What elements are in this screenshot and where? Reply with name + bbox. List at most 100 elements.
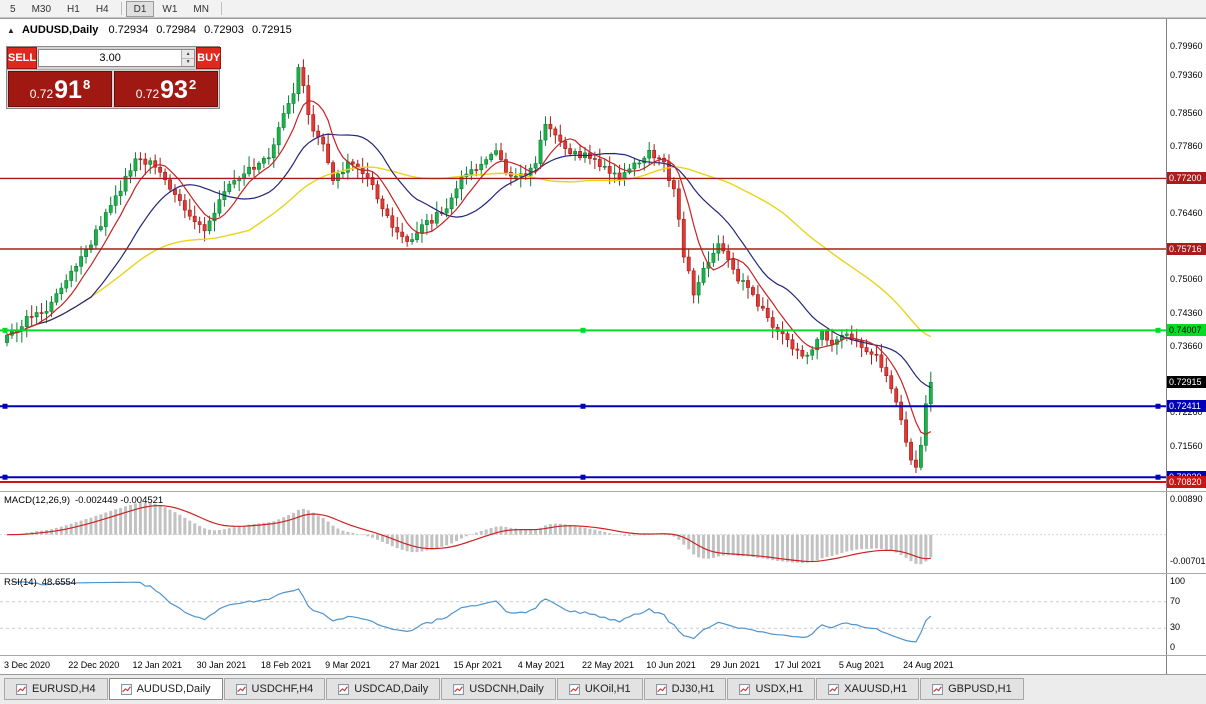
timeframe-button-d1[interactable]: D1	[125, 0, 155, 17]
pane-splitter-dates	[0, 655, 1206, 656]
chart-tab-gbpusd-h1[interactable]: GBPUSD,H1	[920, 678, 1024, 700]
chart-tab-ukoil-h1[interactable]: UKOil,H1	[556, 678, 643, 700]
tab-label: USDX,H1	[755, 683, 804, 695]
tab-chart-icon	[568, 683, 580, 695]
price-pane[interactable]	[0, 19, 1166, 491]
tab-label: DJ30,H1	[671, 683, 715, 695]
tab-label: XAUUSD,H1	[844, 683, 908, 695]
price-axis-label: 0.79360	[1170, 69, 1203, 80]
date-axis-label: 27 Mar 2021	[389, 660, 440, 670]
price-axis-label: 0.77860	[1170, 140, 1203, 151]
buy-button[interactable]: BUY	[196, 47, 222, 69]
date-axis-label: 18 Feb 2021	[260, 660, 312, 670]
chart-tab-usdcad-daily[interactable]: USDCAD,Daily	[326, 678, 441, 700]
price-line-label: 0.72915	[1167, 376, 1206, 389]
price-axis-label: 0.74360	[1170, 307, 1203, 318]
price-axis-label: 0.78560	[1170, 107, 1203, 118]
date-axis-label: 30 Jan 2021	[196, 660, 247, 670]
macd-values: -0.002449 -0.004521	[75, 495, 164, 506]
tab-label: USDCNH,Daily	[469, 683, 544, 695]
timeframe-button-w1[interactable]: W1	[162, 3, 178, 15]
timeframe-button-h4[interactable]: H4	[95, 3, 109, 15]
rsi-axis-label: 70	[1170, 595, 1181, 606]
macd-name: MACD(12,26,9)	[4, 495, 70, 506]
chart-tab-xauusd-h1[interactable]: XAUUSD,H1	[816, 678, 920, 700]
chart-window: ▲ AUDUSD,Daily 0.72934 0.72984 0.72903 0…	[0, 18, 1206, 674]
price-axis-label: 0.71560	[1170, 440, 1203, 451]
price-axis-label: 0.73660	[1170, 340, 1203, 351]
date-axis[interactable]: 3 Dec 2020 22 Dec 2020 12 Jan 2021 30 Jan 2…	[0, 656, 1166, 674]
tab-label: UKOil,H1	[584, 683, 631, 695]
tab-chart-icon	[120, 683, 132, 695]
volume-decrease-button[interactable]: ▼	[182, 58, 195, 66]
chart-tab-audusd-daily[interactable]: AUDUSD,Daily	[108, 678, 223, 700]
price-line-label: 0.72411	[1167, 400, 1206, 413]
quote-header: ▲ AUDUSD,Daily 0.72934 0.72984 0.72903 0…	[7, 24, 297, 36]
chart-tab-eurusd-h4[interactable]: EURUSD,H4	[4, 678, 108, 700]
buy-price-display[interactable]: 0.72 93 2	[114, 71, 218, 107]
price-axis-label: 0.79960	[1170, 41, 1203, 52]
rsi-axis-label: 0	[1170, 642, 1176, 652]
sell-price-big: 91	[54, 75, 82, 104]
price-line-label: 0.74007	[1167, 324, 1206, 337]
date-axis-label: 9 Mar 2021	[325, 660, 371, 670]
pane-splitter-macd[interactable]	[0, 491, 1206, 492]
tab-chart-icon	[16, 683, 27, 695]
chart-tab-usdcnh-daily[interactable]: USDCNH,Daily	[441, 678, 556, 700]
macd-axis-label: -0.00701	[1170, 556, 1206, 566]
date-axis-label: 4 May 2021	[517, 660, 565, 670]
sell-price-sup: 8	[82, 77, 91, 92]
toolbar-separator	[120, 2, 122, 15]
collapse-panel-icon[interactable]: ▲	[7, 26, 15, 35]
tab-chart-icon	[338, 683, 350, 695]
chart-tab-usdx-h1[interactable]: USDX,H1	[727, 678, 816, 700]
volume-increase-button[interactable]: ▲	[182, 50, 195, 59]
rsi-values: 48.6554	[41, 577, 77, 588]
price-axis-label: 0.75060	[1170, 274, 1203, 285]
price-line-label: 0.70820	[1167, 475, 1206, 488]
volume-input[interactable]	[39, 50, 182, 66]
tab-label: USDCAD,Daily	[354, 683, 429, 695]
sell-button[interactable]: SELL	[7, 47, 38, 69]
tab-chart-icon	[932, 683, 944, 695]
volume-field[interactable]: ▲ ▼	[38, 49, 196, 67]
price-line-label: 0.75716	[1167, 243, 1206, 255]
rsi-axis-label: 30	[1170, 622, 1181, 633]
timeframe-toolbar[interactable]: 5 M30 H1 H4 D1 W1 MN	[0, 0, 1206, 18]
sell-price-prefix: 0.72	[29, 87, 54, 101]
sell-price-display[interactable]: 0.72 91 8	[8, 71, 112, 107]
volume-spinner[interactable]: ▲ ▼	[181, 50, 195, 66]
rsi-indicator-label: RSI(14) 48.6554	[4, 577, 76, 588]
rsi-name: RSI(14)	[4, 577, 37, 588]
macd-axis-label: 0.00890	[1170, 494, 1203, 504]
buy-price-sup: 2	[188, 77, 197, 92]
timeframe-button-5[interactable]: 5	[10, 3, 16, 15]
date-axis-label: 5 Aug 2021	[838, 660, 885, 670]
timeframe-button-m30[interactable]: M30	[31, 3, 52, 15]
price-axis[interactable]: 0.79960 0.79360 0.78560 0.77860 0.76460 0.750…	[1166, 19, 1206, 674]
date-axis-label: 17 Jul 2021	[774, 660, 822, 670]
tab-chart-icon	[739, 683, 751, 695]
rsi-pane[interactable]	[0, 574, 1166, 655]
tab-chart-icon	[453, 683, 465, 695]
date-axis-label: 22 Dec 2020	[68, 660, 120, 670]
timeframe-button-mn[interactable]: MN	[193, 3, 209, 15]
buy-price-prefix: 0.72	[135, 87, 160, 101]
date-axis-label: 10 Jun 2021	[646, 660, 696, 670]
tab-chart-icon	[828, 683, 840, 695]
rsi-axis-label: 100	[1170, 576, 1186, 586]
chart-tab-bar: EURUSD,H4 AUDUSD,Daily USDCHF,H4 USDCAD,Dai…	[0, 674, 1206, 704]
price-axis-label: 0.76460	[1170, 207, 1203, 218]
date-axis-label: 24 Aug 2021	[903, 660, 954, 670]
chart-tab-dj30-h1[interactable]: DJ30,H1	[643, 678, 727, 700]
pane-splitter-rsi[interactable]	[0, 573, 1206, 574]
tab-label: EURUSD,H4	[32, 683, 96, 695]
price-axis-label: 0.72260	[1170, 407, 1203, 418]
buy-price-big: 93	[160, 75, 188, 104]
macd-pane[interactable]	[0, 492, 1166, 573]
chart-tab-usdchf-h4[interactable]: USDCHF,H4	[223, 678, 326, 700]
quote-low: 0.72903	[204, 24, 244, 36]
date-axis-label: 3 Dec 2020	[4, 660, 51, 670]
timeframe-button-h1[interactable]: H1	[67, 3, 80, 15]
tab-chart-icon	[235, 683, 247, 695]
